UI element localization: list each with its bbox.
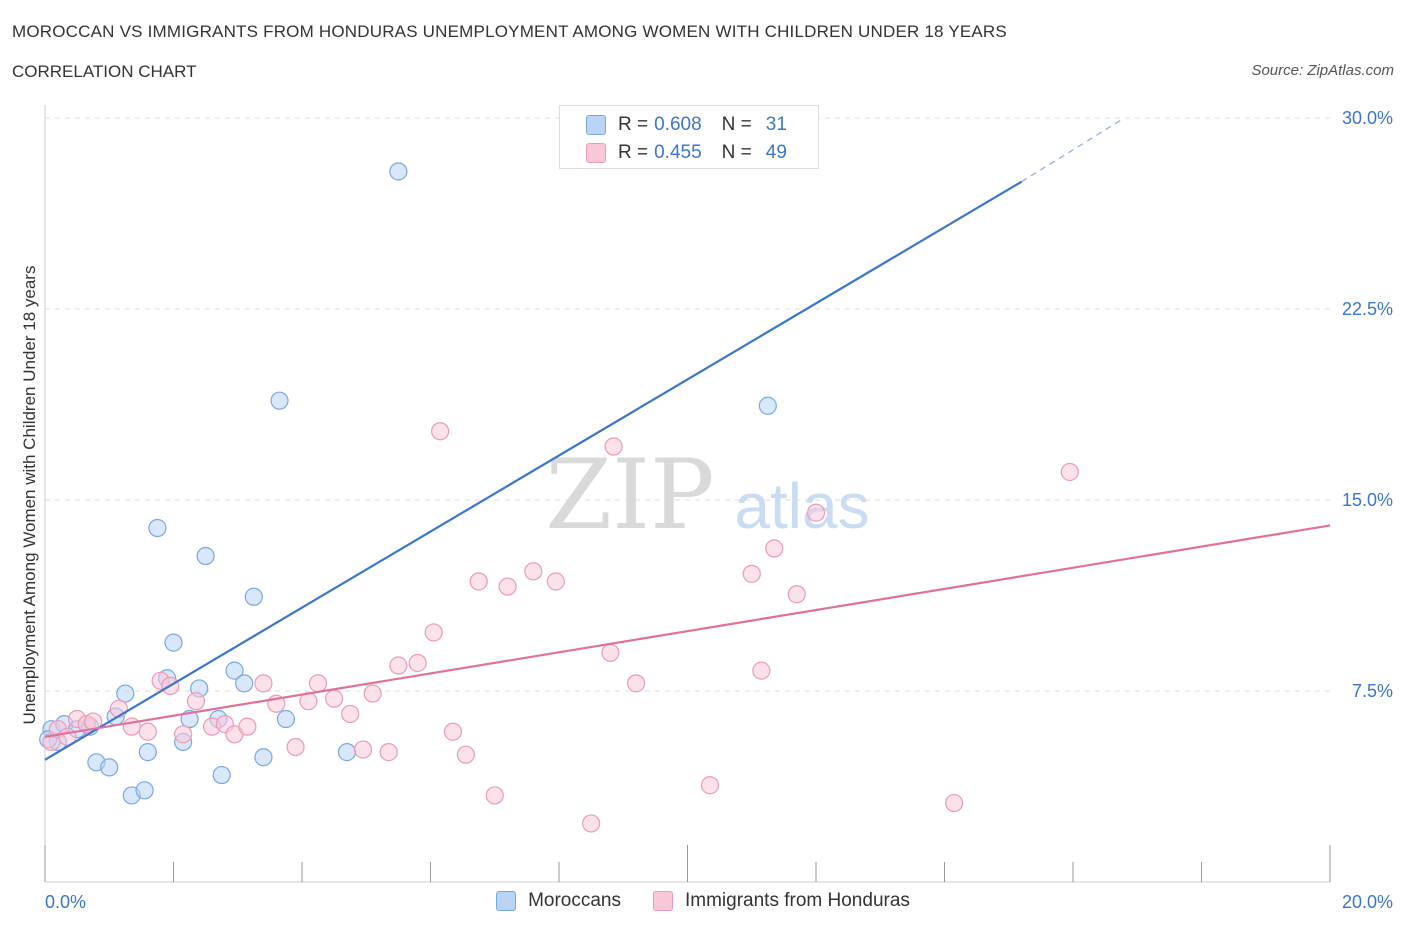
trend-line-moroccans [44,180,1023,761]
legend-item-honduras[interactable]: Immigrants from Honduras [653,890,910,912]
legend-n-label: N = [721,142,752,163]
legend-item-moroccans[interactable]: Moroccans [496,890,621,912]
point-moroccans [270,391,289,410]
point-honduras [379,743,398,762]
legend-label-honduras: Immigrants from Honduras [685,890,910,911]
point-moroccans [164,633,183,652]
point-honduras [456,745,475,764]
legend-row-moroccans: R = 0.608 N = 31 [586,114,787,136]
point-moroccans [337,743,357,762]
point-moroccans [196,546,215,566]
point-moroccans [116,684,135,703]
point-moroccans [758,396,777,415]
point-honduras [469,572,488,591]
x-tick-label: 20.0% [1342,892,1393,912]
legend-swatch-honduras [653,891,673,911]
point-honduras [238,717,257,736]
y-tick-label: 30.0% [1342,108,1393,128]
point-moroccans [100,758,119,777]
point-moroccans [148,518,167,538]
point-honduras [787,585,806,604]
chart-title: MOROCCAN VS IMMIGRANTS FROM HONDURAS UNE… [12,22,1007,41]
point-honduras [389,656,408,675]
legend-label-moroccans: Moroccans [528,890,621,911]
point-honduras [498,577,517,596]
point-honduras [700,776,720,795]
point-honduras [325,689,344,708]
point-honduras [626,674,646,693]
point-moroccans [276,709,296,729]
legend-n-label: N = [721,114,752,135]
legend-r-value: 0.608 [654,114,702,135]
point-honduras [138,722,157,741]
y-tick-label: 15.0% [1342,490,1393,510]
legend-n-value: 31 [765,114,787,135]
x-tick-label: 0.0% [45,892,86,912]
point-honduras [363,684,382,703]
legend-swatch-honduras [586,143,606,163]
y-tick-label: 7.5% [1352,681,1393,701]
point-honduras [424,623,443,642]
watermark-zip: ZIP [545,439,714,551]
y-axis-label: Unemployment Among Women with Children U… [20,265,39,725]
legend-swatch-moroccans [586,115,606,135]
chart-subtitle: CORRELATION CHART [12,62,197,81]
point-honduras [485,786,504,805]
point-honduras [443,722,463,741]
point-moroccans [225,661,244,680]
point-honduras [524,562,543,581]
axis-layer [44,105,1331,883]
points-layer [39,162,1079,833]
correlation-legend: R = 0.608 N = 31 R = 0.455 N = 49 [559,105,819,169]
point-honduras [308,674,328,693]
point-honduras [601,643,620,662]
point-honduras [286,737,305,757]
point-moroccans [244,587,263,606]
point-honduras [1060,462,1079,482]
point-honduras [742,564,761,583]
trend-extension-moroccans [1021,117,1125,183]
grid-layer [45,117,1330,692]
point-honduras [408,653,427,673]
point-honduras [431,422,450,441]
tick-labels: 7.5% 15.0% 22.5% 30.0% 0.0% 20.0% [45,108,1393,912]
series-legend: Moroccans Immigrants from Honduras [0,890,1406,912]
trend-line-honduras [44,524,1331,738]
point-honduras [254,674,273,693]
trend-layer [44,117,1331,761]
point-moroccans [138,743,157,762]
point-honduras [353,740,373,759]
point-honduras [765,539,784,558]
watermark-atlas: atlas [734,470,869,542]
point-moroccans [389,162,408,181]
legend-swatch-moroccans [496,891,517,911]
legend-r-label: R = [618,114,649,135]
point-moroccans [254,748,273,767]
point-honduras [582,814,601,833]
point-moroccans [135,781,154,800]
point-honduras [186,692,206,711]
legend-row-honduras: R = 0.455 N = 49 [586,142,787,164]
legend-r-label: R = [618,142,649,163]
legend-n-value: 49 [765,142,787,163]
point-moroccans [212,765,231,785]
legend-r-value: 0.455 [654,142,702,163]
point-honduras [806,503,826,522]
point-honduras [341,704,360,724]
point-honduras [752,661,771,680]
point-honduras [546,572,565,591]
point-moroccans [235,674,254,693]
watermark: ZIP atlas [545,439,869,551]
source-credit: Source: ZipAtlas.com [1251,62,1394,79]
y-tick-label: 22.5% [1342,299,1393,319]
point-honduras [945,793,964,813]
point-honduras [174,725,193,744]
point-honduras [604,437,623,456]
